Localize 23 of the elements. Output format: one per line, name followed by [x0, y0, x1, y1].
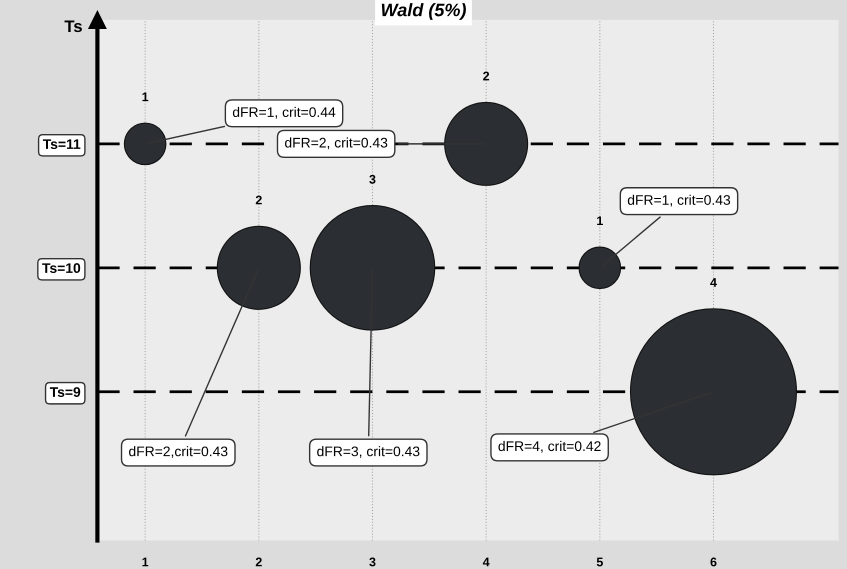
chart-title: Wald (5%): [382, 3, 466, 20]
x-tick-label: 2: [256, 558, 262, 566]
annotation: dFR=4, crit=0.42: [498, 440, 601, 453]
annotation: dFR=2, crit=0.43: [285, 137, 388, 150]
y-tick-label: Ts=9: [50, 387, 80, 397]
x-tick-label: 6: [710, 558, 717, 566]
x-tick-label: 5: [596, 558, 603, 566]
x-tick-label: 1: [142, 558, 148, 566]
annotation: 4: [710, 278, 717, 287]
annotation: 3: [369, 174, 376, 184]
y-tick-label: Ts=11: [42, 139, 80, 150]
x-tick-label: 4: [482, 558, 490, 566]
annotation: dFR=3, crit=0.43: [317, 446, 420, 458]
y-axis-title: Ts: [64, 20, 82, 32]
annotation: 2: [256, 196, 262, 204]
annotation: dFR=2,crit=0.43: [129, 446, 228, 458]
annotation: dFR=1, crit=0.44: [232, 106, 336, 119]
annotation: dFR=1, crit=0.43: [628, 194, 730, 207]
annotation: 1: [597, 216, 603, 226]
x-tick-label: 3: [369, 558, 376, 566]
y-tick-label: Ts=10: [42, 263, 80, 274]
annotation: 2: [483, 72, 490, 80]
annotation: 1: [142, 92, 148, 102]
